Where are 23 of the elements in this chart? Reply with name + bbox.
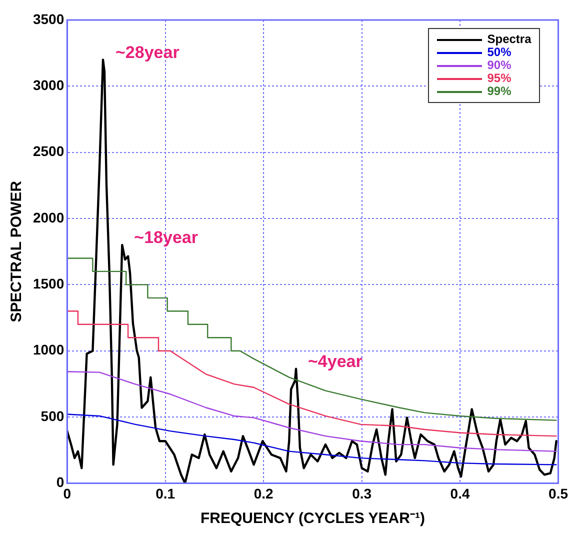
x-tick-label: 0.4 bbox=[450, 485, 470, 502]
legend-label: 90% bbox=[487, 58, 512, 72]
y-axis-title: SPECTRAL POWER bbox=[8, 180, 26, 322]
y-tick-label: 1000 bbox=[32, 342, 64, 358]
legend-label: 99% bbox=[487, 84, 512, 98]
y-tick-label: 3500 bbox=[32, 10, 64, 27]
legend-label: Spectra bbox=[487, 32, 532, 46]
x-tick-label: 0.1 bbox=[156, 485, 176, 502]
x-tick-label: 0.5 bbox=[548, 485, 568, 502]
annotation: ~18year bbox=[134, 228, 198, 248]
x-tick-label: 0.2 bbox=[254, 485, 274, 502]
y-tick-label: 3000 bbox=[32, 77, 64, 94]
y-tick-label: 2500 bbox=[32, 143, 64, 160]
annotation: ~28year bbox=[115, 42, 180, 62]
annotation: ~4year bbox=[308, 352, 363, 372]
y-tick-label: 500 bbox=[40, 408, 64, 424]
y-tick-label: 1500 bbox=[32, 276, 64, 292]
y-tick-label: 0 bbox=[56, 474, 64, 490]
y-tick-label: 2000 bbox=[32, 209, 64, 226]
x-axis-title: FREQUENCY (CYCLES YEAR⁻¹) bbox=[200, 510, 425, 528]
x-tick-label: 0.3 bbox=[352, 485, 372, 502]
legend-label: 50% bbox=[487, 45, 512, 59]
legend-label: 95% bbox=[487, 71, 512, 85]
